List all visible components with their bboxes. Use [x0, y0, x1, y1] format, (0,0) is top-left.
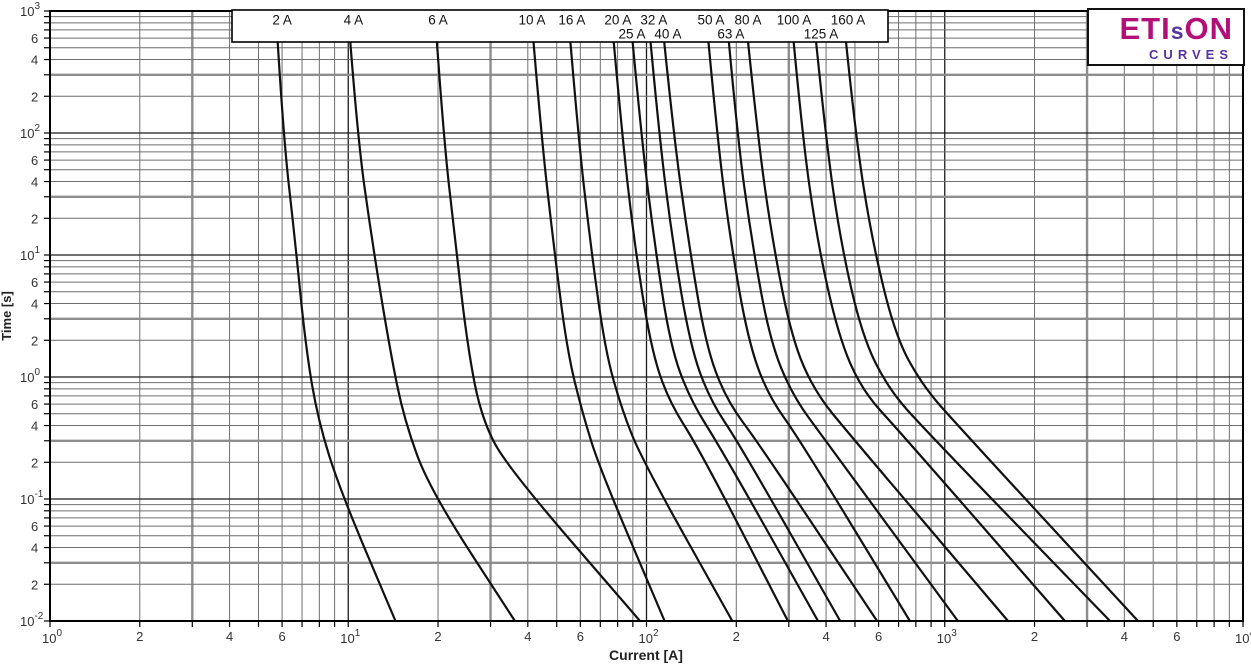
y-tick-label: 2 [31, 577, 38, 592]
y-tick-label: 103 [20, 1, 40, 19]
logo-brand-end: ON [1184, 11, 1233, 46]
axis-ticks-layer [44, 10, 1244, 627]
logo-etison: ETIsON [1097, 11, 1233, 46]
curve-label-125a: 125 A [804, 27, 839, 42]
x-tick-label: 2 [136, 629, 143, 644]
y-tick-label: 4 [31, 419, 38, 434]
y-tick-label: 6 [31, 153, 38, 168]
fuse-curve-6a [433, 11, 642, 623]
y-tick-label: 4 [31, 541, 38, 556]
curve-label-80a: 80 A [734, 13, 761, 28]
x-tick-label: 102 [639, 628, 659, 646]
curve-label-4a: 4 A [344, 13, 364, 28]
fuse-curve-40a [660, 11, 879, 623]
fuse-curve-63a [725, 11, 959, 623]
fuse-curve-32a [646, 11, 842, 623]
curve-label-20a: 20 A [604, 13, 631, 28]
fuse-curve-20a [609, 11, 789, 623]
curve-label-2a: 2 A [272, 13, 292, 28]
y-tick-label: 4 [31, 53, 38, 68]
fuse-curve-10a [529, 11, 666, 623]
x-tick-label: 104 [1235, 628, 1251, 646]
fuse-curve-16a [566, 11, 734, 623]
curves-layer [274, 11, 1140, 623]
y-tick-label: 10-2 [20, 611, 44, 629]
x-tick-label: 6 [577, 629, 584, 644]
curve-label-25a: 25 A [618, 27, 645, 42]
fuse-curve-50a [704, 11, 911, 623]
x-axis-title: Current [A] [609, 647, 683, 663]
fuse-curve-100a [789, 11, 1066, 623]
fuse-curve-160a [841, 11, 1140, 623]
y-tick-label: 101 [20, 245, 40, 263]
x-tick-label: 4 [822, 629, 829, 644]
fuse-curve-2a [274, 11, 397, 623]
fuse-curve-80a [743, 11, 1010, 623]
x-tick-label: 100 [42, 628, 62, 646]
logo-brand-mid: s [1170, 18, 1185, 44]
curve-label-6a: 6 A [428, 13, 448, 28]
y-tick-label: 10-1 [20, 489, 44, 507]
y-tick-label: 4 [31, 175, 38, 190]
curve-label-16a: 16 A [558, 13, 585, 28]
logo-curves: CURVES [1149, 47, 1233, 62]
y-tick-label: 102 [20, 123, 40, 141]
x-tick-label: 4 [226, 629, 233, 644]
y-tick-label: 6 [31, 275, 38, 290]
y-tick-label: 2 [31, 333, 38, 348]
y-tick-label: 6 [31, 519, 38, 534]
curve-label-63a: 63 A [717, 27, 744, 42]
y-tick-label: 6 [31, 31, 38, 46]
x-tick-label: 103 [937, 628, 957, 646]
y-tick-label: 4 [31, 297, 38, 312]
y-tick-label: 2 [31, 89, 38, 104]
fuse-curve-25a [628, 11, 820, 623]
y-tick-label: 100 [20, 367, 40, 385]
logo-box: ETIsON CURVES [1087, 8, 1245, 66]
x-tick-label: 6 [1173, 629, 1180, 644]
x-tick-label: 2 [733, 629, 740, 644]
logo-brand-start: ETI [1119, 11, 1171, 46]
y-tick-label: 2 [31, 455, 38, 470]
x-tick-label: 4 [524, 629, 531, 644]
curve-label-100a: 100 A [777, 13, 812, 28]
x-tick-label: 2 [434, 629, 441, 644]
fuse-curve-4a [346, 11, 516, 623]
y-tick-label: 2 [31, 211, 38, 226]
curve-label-40a: 40 A [654, 27, 681, 42]
curve-labels-box-layer: 2 A 4 A 6 A 10 A 16 A 20 A25 A32 A40 A 50 A63 … [231, 9, 889, 43]
x-tick-label: 2 [1031, 629, 1038, 644]
curve-label-10a: 10 A [518, 13, 545, 28]
curve-label-32a: 32 A [640, 13, 667, 28]
curve-label-50a: 50 A [697, 13, 724, 28]
x-tick-label: 6 [278, 629, 285, 644]
y-axis-title: Time [s] [0, 291, 14, 341]
x-tick-label: 6 [875, 629, 882, 644]
x-tick-label: 4 [1121, 629, 1128, 644]
y-tick-label: 6 [31, 397, 38, 412]
curve-labels-box [231, 9, 889, 43]
fuse-curve-125a [812, 11, 1112, 623]
curve-label-160a: 160 A [831, 13, 866, 28]
x-tick-label: 101 [340, 628, 360, 646]
